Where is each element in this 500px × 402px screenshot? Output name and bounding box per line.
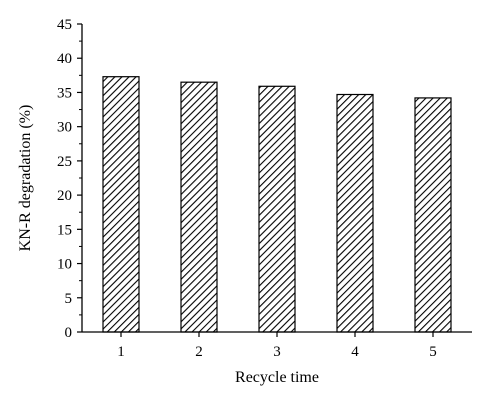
bar-1 xyxy=(102,76,140,333)
y-tick-label: 5 xyxy=(65,291,73,307)
bar-3 xyxy=(258,85,296,333)
x-tick-label: 1 xyxy=(117,344,125,360)
x-axis-title: Recycle time xyxy=(235,369,319,386)
y-tick-label: 20 xyxy=(57,188,72,204)
y-tick-label: 0 xyxy=(65,325,73,341)
y-tick-label: 10 xyxy=(57,257,72,273)
bars-layer xyxy=(102,76,452,333)
x-tick-label: 4 xyxy=(351,344,359,360)
y-tick-label: 25 xyxy=(57,154,72,170)
x-tick-label: 3 xyxy=(273,344,281,360)
x-tick-label: 5 xyxy=(429,344,437,360)
y-tick-label: 40 xyxy=(57,51,72,67)
y-tick-label: 30 xyxy=(57,120,72,136)
y-tick-label: 45 xyxy=(57,17,72,33)
bar-4 xyxy=(336,93,374,333)
y-tick-label: 15 xyxy=(57,222,72,238)
y-tick-label: 35 xyxy=(57,85,72,101)
x-tick-label: 2 xyxy=(195,344,203,360)
bar-2 xyxy=(180,81,218,333)
y-axis-title: KN-R degradation (%) xyxy=(17,105,34,252)
bar-5 xyxy=(414,97,452,333)
